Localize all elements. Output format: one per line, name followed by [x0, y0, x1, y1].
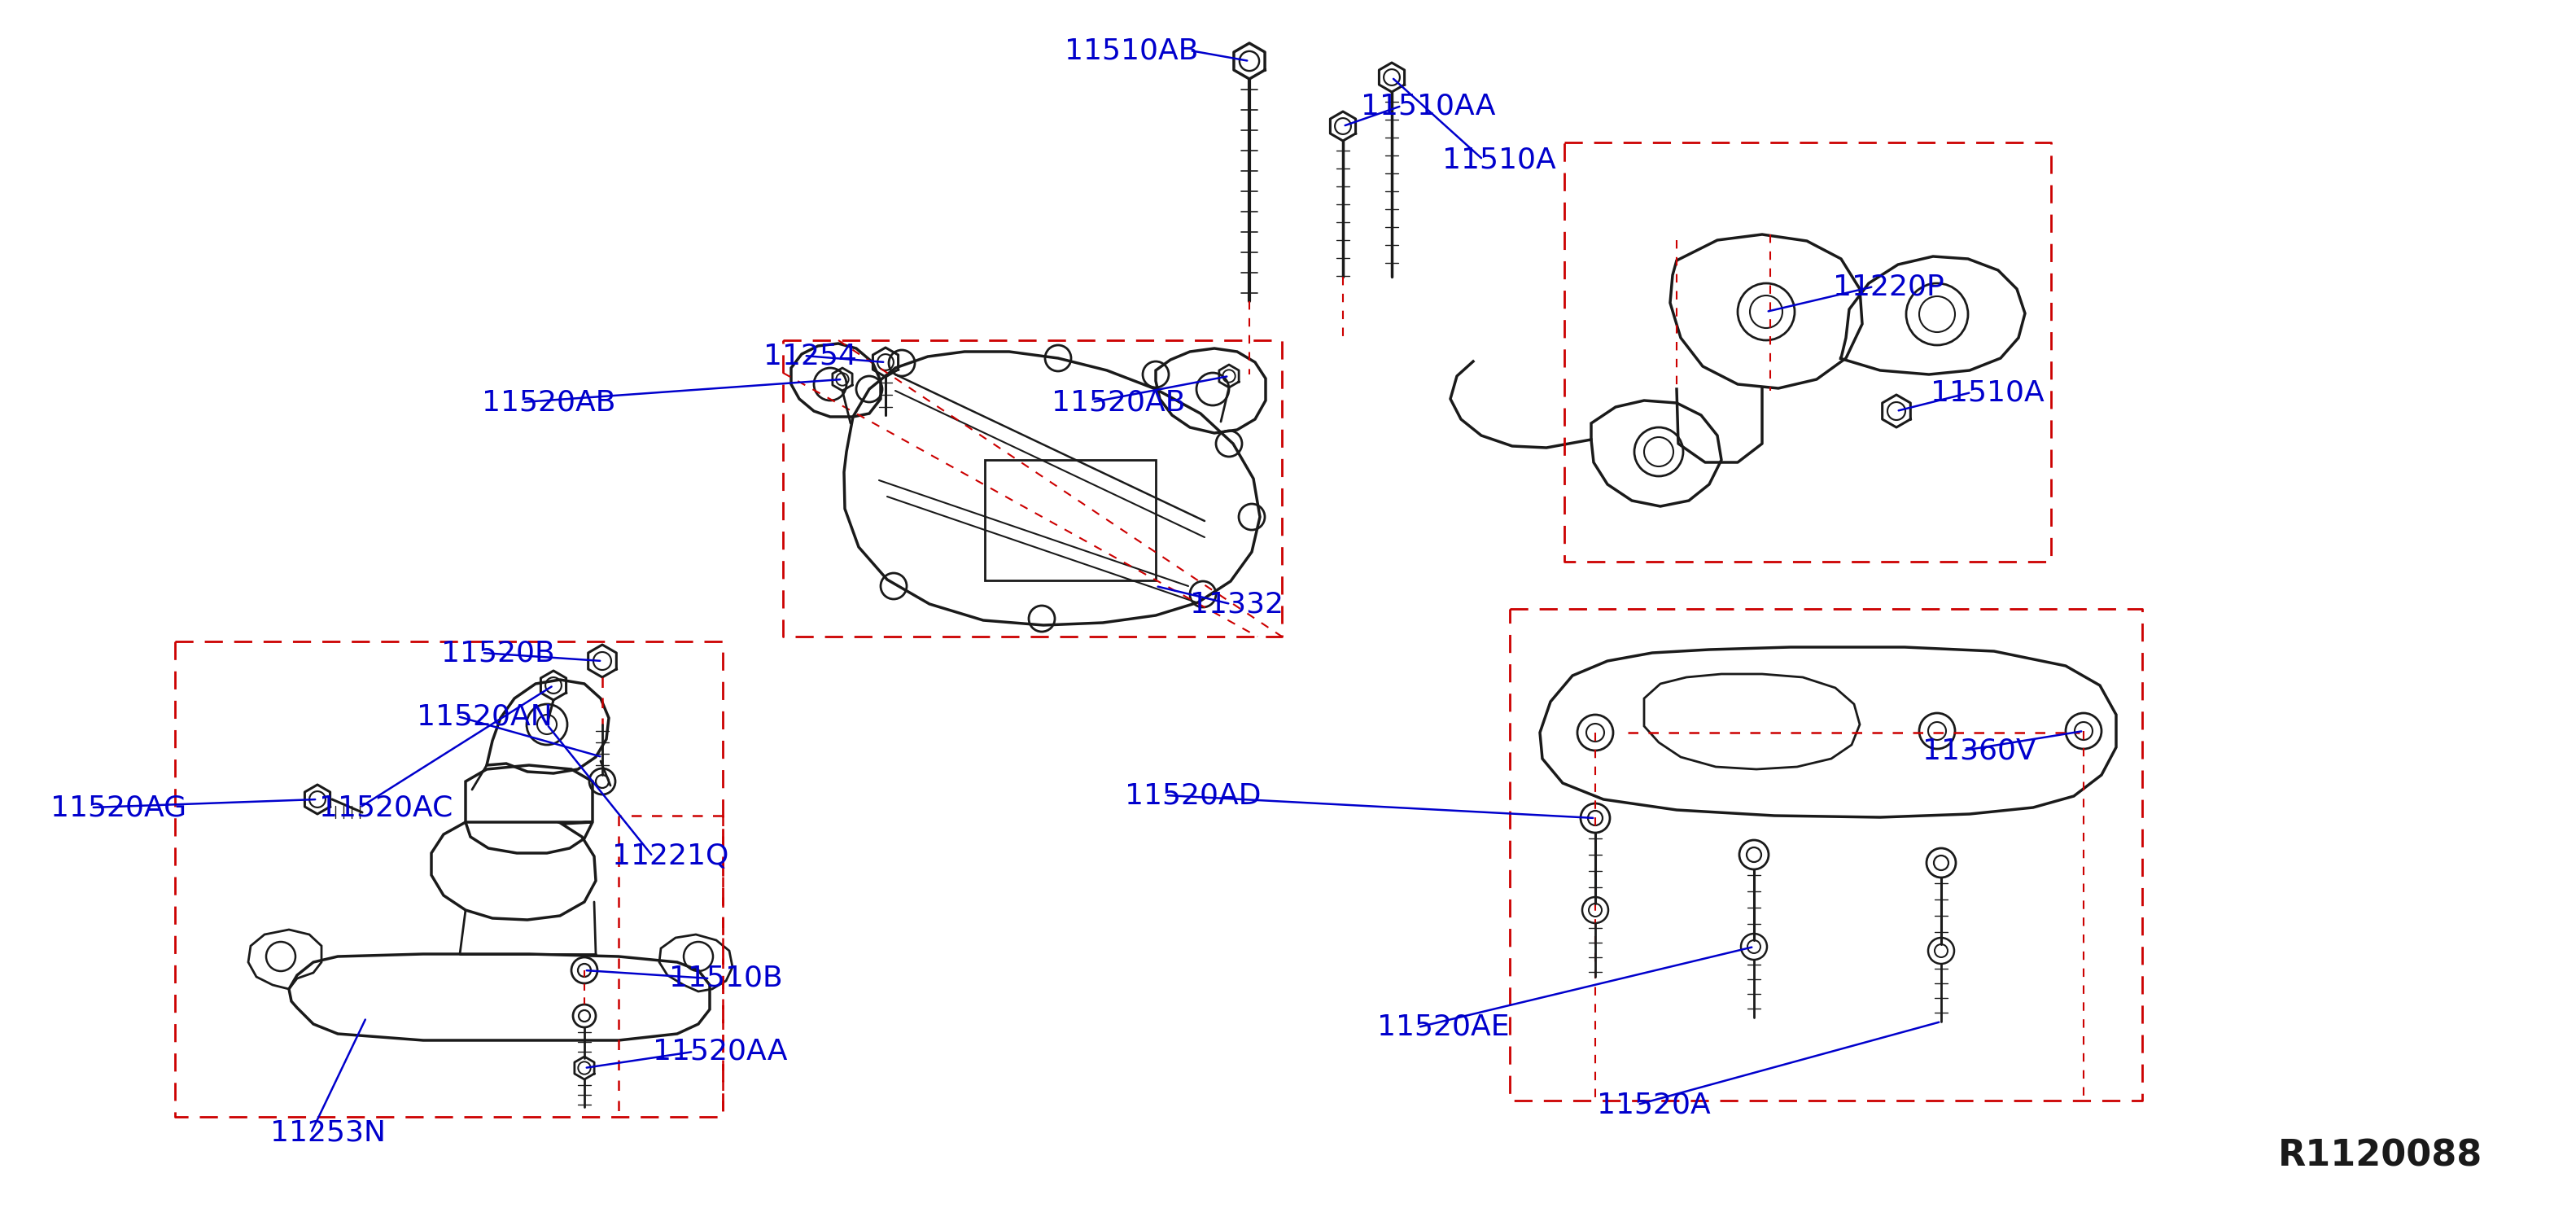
Text: 11520AB: 11520AB	[1051, 388, 1185, 416]
Text: 11520AB: 11520AB	[482, 388, 616, 416]
Text: 11253N: 11253N	[270, 1120, 386, 1146]
Text: 11520AA: 11520AA	[652, 1038, 788, 1065]
Text: 11510AB: 11510AB	[1064, 36, 1198, 64]
Text: 11520AD: 11520AD	[1126, 782, 1262, 809]
Text: 11510A: 11510A	[1929, 378, 2045, 406]
Text: 11510A: 11510A	[1443, 146, 1556, 174]
Text: 11220P: 11220P	[1834, 273, 1945, 301]
Text: 11360V: 11360V	[1922, 737, 2035, 765]
Text: 11520AG: 11520AG	[52, 794, 185, 821]
Text: 11520AN: 11520AN	[417, 703, 551, 730]
Text: R1120088: R1120088	[2277, 1138, 2483, 1173]
Text: 11510AA: 11510AA	[1360, 92, 1497, 120]
Text: 11332: 11332	[1190, 591, 1283, 617]
Text: 11510B: 11510B	[670, 965, 783, 992]
Text: 11520AE: 11520AE	[1378, 1014, 1510, 1041]
Text: 11520B: 11520B	[440, 639, 554, 667]
Text: 11221Q: 11221Q	[613, 842, 729, 870]
Text: 11254: 11254	[762, 342, 858, 370]
Text: 11520AC: 11520AC	[319, 794, 453, 821]
Bar	[984, 460, 1157, 580]
Text: 11520A: 11520A	[1597, 1091, 1710, 1119]
